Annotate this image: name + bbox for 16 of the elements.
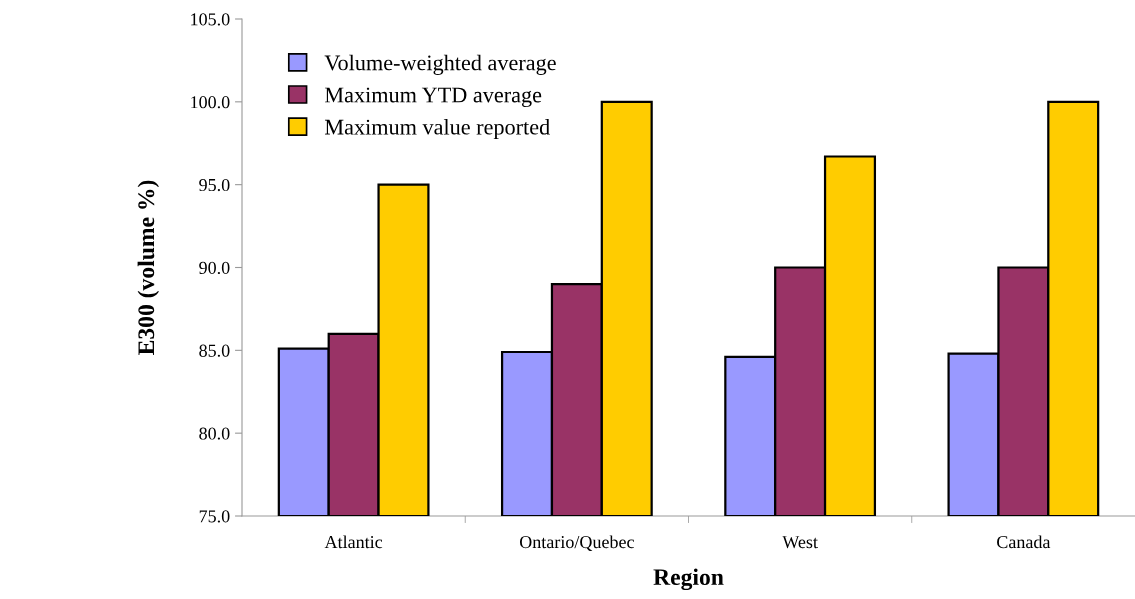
y-tick-label: 105.0 [191, 13, 230, 26]
y-tick-label: 85.0 [199, 344, 230, 357]
y-tick-label: 95.0 [199, 178, 230, 192]
y-axis-title: E300 (volume %) [137, 180, 160, 355]
legend-label: Volume-weighted average [324, 54, 556, 75]
x-tick-label: Canada [997, 535, 1051, 549]
legend-label: Maximum YTD average [324, 87, 542, 108]
x-tick-label: Atlantic [324, 535, 383, 549]
y-tick-label: 100.0 [191, 96, 230, 109]
x-axis-title: Region [653, 568, 724, 591]
y-tick-label: 90.0 [199, 261, 230, 275]
y-tick-label: 80.0 [199, 427, 230, 440]
x-tick-label: West [782, 536, 818, 549]
x-tick-label: Ontario/Quebec [519, 535, 634, 551]
legend-label: Maximum value reported [324, 118, 550, 140]
y-tick-label: 75.0 [199, 510, 230, 523]
